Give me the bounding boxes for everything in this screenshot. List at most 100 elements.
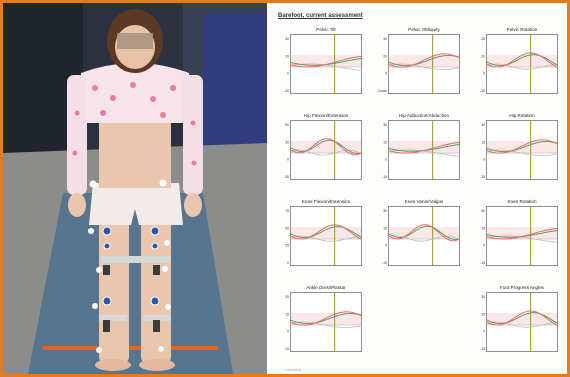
y-tick-label: 0 [483,330,485,334]
green-curve [485,141,559,153]
y-tick-label: 15 [285,312,289,316]
panel-graph: 30 15 0 -15 [480,206,559,266]
gray-curve [485,63,558,70]
green-curve [485,312,559,325]
y-tick-label: -15 [480,175,485,179]
y-tick-label: 60 [285,123,289,127]
y-tick-label: 30 [481,37,485,41]
y-tick-label: 15 [481,140,485,144]
y-tick-label: 30 [383,209,387,213]
y-tick-label: 40 [285,37,289,41]
gray-curve [289,149,363,156]
panel-title: Knee Rotation [507,199,537,204]
normal-band [487,313,557,325]
kinematic-panel: Pelvic Rotation 30 20 0 -30 [480,27,559,97]
panel-graph: 30 20 0 -30 [480,34,559,94]
panel-title: Foot Progress Angles [500,285,544,290]
y-tick-label: 0 [287,261,289,265]
panel-graph: 30 20 0 Down [378,34,461,94]
panel-graph: 30 15 0 -15 [480,120,559,180]
kinematic-panel: Knee Flexion/Extension 75 50 25 0 [285,199,363,269]
kinematic-panel: Ankle Dorsi/Plantar 30 15 0 -15 [284,285,363,355]
red-curve [289,55,363,68]
y-tick-label: 50 [285,226,289,230]
y-tick-label: 15 [383,140,387,144]
red-curve [485,52,559,69]
y-tick-label: -15 [284,347,289,351]
green-curve [387,55,461,67]
kinematic-panel: Hip Rotation 30 15 0 -15 [480,113,559,183]
y-tick-label: -30 [480,89,485,93]
kinematic-panel: Knee Rotation 30 15 0 -15 [480,199,559,269]
y-tick-label: -15 [480,347,485,351]
red-curve [387,224,461,242]
y-tick-label: 0 [287,330,289,334]
kinematic-panel: Pelvic Obliquity 30 20 0 Down [378,27,461,97]
panel-graph: 30 15 0 -15 [382,206,461,266]
y-tick-label: 30 [481,209,485,213]
red-curve [289,311,363,326]
kinematic-panel: Knee Varus/Valgus 30 15 0 -15 [382,199,461,269]
y-tick-label: 0 [287,72,289,76]
y-tick-label: 20 [383,54,387,58]
kinematic-panel: Hip Flexion/Extension 60 30 0 -30 [284,113,363,183]
panel-title: Pelvic Obliquity [408,27,440,32]
panel-title: Hip Rotation [509,113,535,118]
y-tick-label: 30 [285,295,289,299]
y-tick-label: 30 [383,37,387,41]
y-tick-label: 15 [383,226,387,230]
green-curve [485,54,559,67]
y-tick-label: -20 [284,89,289,93]
y-tick-label: -15 [480,261,485,265]
panel-graph: 60 30 0 -30 [284,120,363,180]
kinematic-panel: Foot Progress Angles 30 15 0 -15 [480,285,559,355]
red-curve [289,138,363,156]
y-tick-label: 0 [385,244,387,248]
y-tick-label: 20 [481,54,485,58]
red-curve [387,141,461,154]
gray-curve [289,235,362,242]
green-curve [289,139,363,154]
panel-graph: 30 15 0 -15 [480,292,559,352]
normal-band [291,227,361,239]
y-tick-label: -15 [382,261,387,265]
panel-graph: 30 15 0 -15 [284,292,363,352]
y-tick-label: -30 [284,175,289,179]
panel-title: Ankle Dorsi/Plantar [306,285,346,290]
red-curve [289,224,363,241]
panel-title: Hip Adduction/Abduction [398,113,450,118]
panel-graph: 30 15 0 -15 [382,120,461,180]
y-tick-label: -15 [382,175,387,179]
y-tick-label: 0 [483,72,485,76]
y-tick-label: 75 [285,209,289,213]
panel-title: Knee Flexion/Extension [301,199,351,204]
y-tick-label: 30 [383,123,387,127]
report-title: Barefoot, current assessment [278,13,363,19]
gait-report-page: Barefoot, current assessment Pelvic Tilt… [268,3,567,374]
y-tick-label: 25 [285,244,289,248]
gray-curve [485,321,558,328]
y-tick-label: 20 [285,54,289,58]
panel-graph: 75 50 25 0 [285,206,363,266]
kinematic-panel: Hip Adduction/Abduction 30 15 0 -15 [382,113,461,183]
panel-graph: 40 20 0 -20 [284,34,363,94]
child-standing-with-markers-icon [3,3,267,374]
normal-band [487,55,557,67]
panel-title: Pelvic Rotation [506,27,538,32]
y-tick-label: 15 [481,312,485,316]
y-tick-label: 0 [287,158,289,162]
gait-lab-photo [3,3,267,374]
green-curve [387,225,461,240]
y-tick-label: Down [378,89,387,93]
red-curve [387,53,461,68]
panel-title: Hip Flexion/Extension [303,113,349,118]
y-tick-label: 0 [483,244,485,248]
red-curve [485,310,559,327]
gray-curve [289,321,363,328]
kinematic-panel: Pelvic Tilt 40 20 0 -20 [284,27,363,97]
panel-title: Pelvic Tilt [316,27,336,32]
y-tick-label: 30 [481,123,485,127]
report-footer: ref/chkm [286,367,302,372]
y-tick-label: 30 [285,140,289,144]
